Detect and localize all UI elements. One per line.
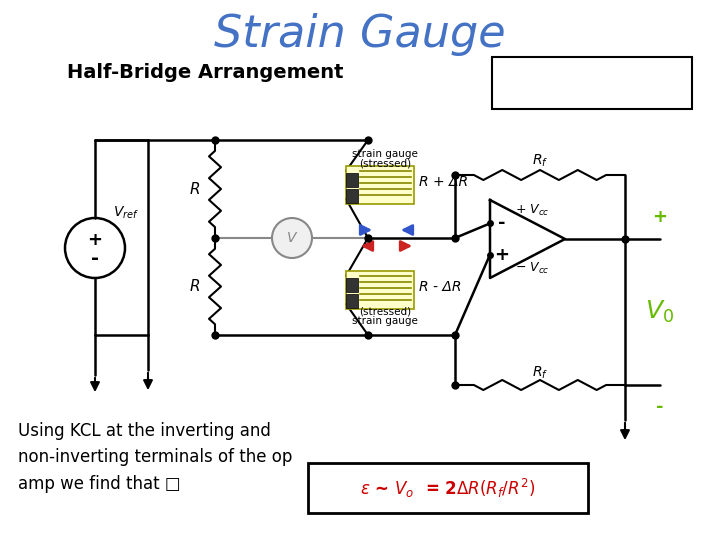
- Text: $V_0$: $V_0$: [646, 299, 675, 325]
- Text: R: R: [189, 181, 200, 197]
- Text: $V_{ref}$: $V_{ref}$: [113, 205, 139, 221]
- Bar: [492, 57, 692, 109]
- FancyBboxPatch shape: [346, 271, 414, 309]
- Text: strain gauge: strain gauge: [352, 316, 418, 326]
- Text: $+\ V_{cc}$: $+\ V_{cc}$: [515, 202, 549, 218]
- Text: (stressed): (stressed): [359, 158, 411, 168]
- Text: $-\ V_{cc}$: $-\ V_{cc}$: [515, 260, 549, 275]
- Circle shape: [272, 218, 312, 258]
- Bar: [346, 189, 358, 203]
- Text: -: -: [91, 248, 99, 267]
- Bar: [346, 278, 358, 292]
- Text: (stressed): (stressed): [359, 307, 411, 317]
- Text: $R_f$: $R_f$: [532, 153, 548, 169]
- FancyBboxPatch shape: [346, 166, 414, 204]
- Text: R + ΔR: R + ΔR: [419, 175, 468, 189]
- Text: $\varepsilon$ ~ $V_o$  = 2$\Delta R(R_f/R^2)$: $\varepsilon$ ~ $V_o$ = 2$\Delta R(R_f/R…: [361, 476, 536, 500]
- Text: Strain Gauge: Strain Gauge: [214, 14, 506, 57]
- Text: R: R: [189, 279, 200, 294]
- Text: $R_f$: $R_f$: [532, 365, 548, 381]
- Bar: [308, 463, 588, 513]
- Text: +: +: [652, 208, 667, 226]
- Text: Op amp used to amplify
output from strain gauge: Op amp used to amplify output from strai…: [508, 68, 676, 98]
- Text: -: -: [656, 398, 664, 416]
- Text: Half-Bridge Arrangement: Half-Bridge Arrangement: [67, 63, 343, 82]
- Text: +: +: [88, 231, 102, 249]
- Text: +: +: [495, 246, 510, 264]
- Text: V: V: [287, 231, 297, 245]
- Text: -: -: [498, 214, 505, 232]
- Text: strain gauge: strain gauge: [352, 149, 418, 159]
- Bar: [346, 173, 358, 187]
- Text: Using KCL at the inverting and
non-inverting terminals of the op
amp we find tha: Using KCL at the inverting and non-inver…: [18, 422, 292, 493]
- Bar: [346, 294, 358, 308]
- Text: R - ΔR: R - ΔR: [419, 280, 462, 294]
